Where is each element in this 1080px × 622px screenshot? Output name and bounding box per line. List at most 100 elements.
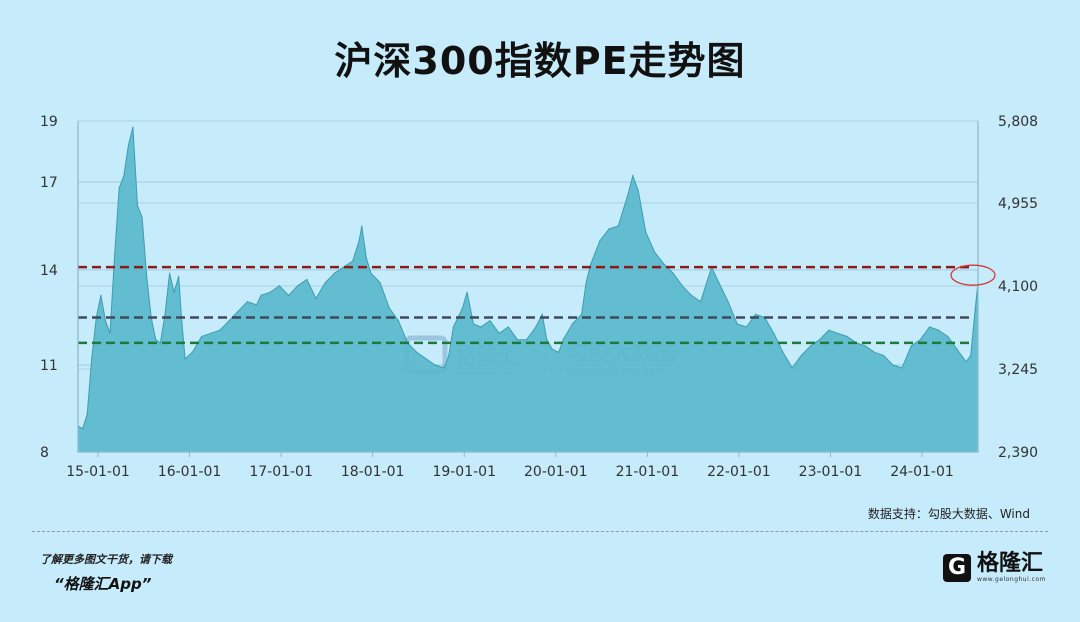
pe-data-point [507, 326, 509, 328]
pe-data-point [773, 332, 775, 334]
pe-data-point [828, 329, 830, 331]
pe-data-point [480, 326, 482, 328]
pe-data-point [754, 313, 757, 315]
pe-data-point [585, 282, 587, 284]
pe-data-point [448, 354, 450, 357]
pe-data-point [178, 275, 180, 277]
axes: 8 11 14 17 19 2,390 3,245 4,100 4,955 5,808 15-01-… [40, 114, 1038, 480]
footer-divider [32, 531, 1048, 532]
pe-data-point [201, 335, 203, 338]
reference-lines [78, 265, 973, 345]
pe-data-point [246, 301, 248, 303]
y-left-tick-label: 17 [40, 175, 58, 191]
highlight-ellipse [950, 264, 996, 286]
pe-data-point [425, 358, 427, 360]
pe-data-point [489, 320, 491, 322]
x-tick-label: 18-01-01 [341, 464, 405, 480]
pe-data-point [184, 358, 186, 360]
pe-data-point [590, 263, 592, 265]
pe-data-point [645, 231, 647, 233]
pe-data-point [288, 294, 290, 296]
pe-data-point [970, 354, 972, 357]
pe-data-point [617, 225, 619, 227]
pe-data-point [358, 240, 360, 242]
pe-data-point [809, 345, 812, 347]
pe-data-point [562, 339, 564, 341]
brand-logo[interactable]: G 格隆汇 www.gelonghui.com [942, 551, 1046, 583]
pe-data-point [352, 260, 354, 262]
pe-data-point [306, 278, 308, 281]
pe-data-point [535, 326, 537, 328]
x-tick-label: 19-01-01 [432, 464, 496, 480]
pe-data-point [365, 257, 367, 259]
pe-data-point [260, 294, 262, 296]
x-tick-label: 17-01-01 [249, 464, 313, 480]
pe-data-point [672, 272, 674, 274]
pe-data-point [700, 301, 702, 303]
pe-data-point [164, 313, 166, 315]
pe-data-point [632, 175, 634, 177]
x-tick-label: 23-01-01 [799, 464, 863, 480]
pe-data-point [461, 307, 464, 309]
pe-data-point [127, 144, 129, 146]
pe-data-point [919, 339, 921, 341]
pe-data-point [141, 216, 143, 218]
pe-data-point [837, 332, 839, 334]
pe-data-point [864, 345, 867, 347]
pe-data-point [443, 367, 445, 369]
pe-data-point [846, 335, 848, 338]
pe-data-point [210, 332, 212, 334]
pe-data-point [104, 320, 107, 322]
y-right-tick-label: 2,390 [998, 445, 1038, 461]
pe-area-chart: 格隆汇www.gelonghui.com勾股大数据www.gogudata.co… [40, 114, 1038, 480]
y-right-tick-label: 4,100 [998, 279, 1038, 295]
pe-data-point [637, 190, 639, 192]
pe-data-point [910, 345, 912, 347]
pe-data-point [255, 304, 258, 306]
pe-data-point [571, 323, 574, 325]
pe-data-point [800, 354, 802, 357]
pe-data-point [114, 254, 116, 256]
pe-data-point [219, 329, 221, 331]
pe-data-point [819, 339, 821, 341]
pe-data-point [173, 291, 175, 293]
x-tick-label: 16-01-01 [158, 464, 222, 480]
pe-data-point [466, 291, 468, 293]
y-right-tick-label: 5,808 [998, 114, 1038, 130]
pe-data-point [169, 272, 171, 274]
pe-data-point [690, 294, 693, 296]
pe-data-point [516, 339, 519, 341]
y-left-tick-label: 8 [40, 445, 49, 461]
pe-data-point [472, 323, 475, 325]
pe-data-point [123, 175, 125, 177]
brand-name: 格隆汇 [976, 551, 1043, 576]
pe-data-point [727, 301, 729, 303]
pe-data-point [132, 126, 134, 128]
pe-data-point [397, 320, 399, 322]
pe-data-point [736, 323, 738, 325]
pe-data-point [974, 307, 976, 309]
pe-data-point [947, 335, 949, 338]
pe-data-point [333, 272, 335, 274]
pe-data-point [498, 332, 500, 334]
x-tick-label: 21-01-01 [616, 464, 680, 480]
app-name-promo[interactable]: “格隆汇App” [54, 575, 152, 593]
pe-data-point [541, 313, 543, 315]
pe-data-point [681, 285, 683, 287]
pe-data-point [86, 413, 88, 415]
pe-data-point [883, 354, 885, 357]
y-left-tick-label: 19 [40, 114, 58, 130]
pe-data-point [342, 266, 345, 268]
pe-data-point [228, 320, 230, 322]
pe-data-point [136, 204, 139, 207]
pe-data-point [82, 428, 84, 430]
y-right-tick-label: 4,955 [998, 196, 1038, 212]
pe-data-point [873, 351, 876, 353]
download-promo-text: 了解更多图文干货，请下载 [40, 553, 172, 566]
pe-data-point [118, 187, 120, 189]
pe-data-point [324, 282, 326, 284]
x-tick-label: 20-01-01 [524, 464, 588, 480]
pe-data-point [452, 326, 454, 328]
x-tick-label: 15-01-01 [66, 464, 130, 480]
pe-data-point [191, 351, 193, 353]
